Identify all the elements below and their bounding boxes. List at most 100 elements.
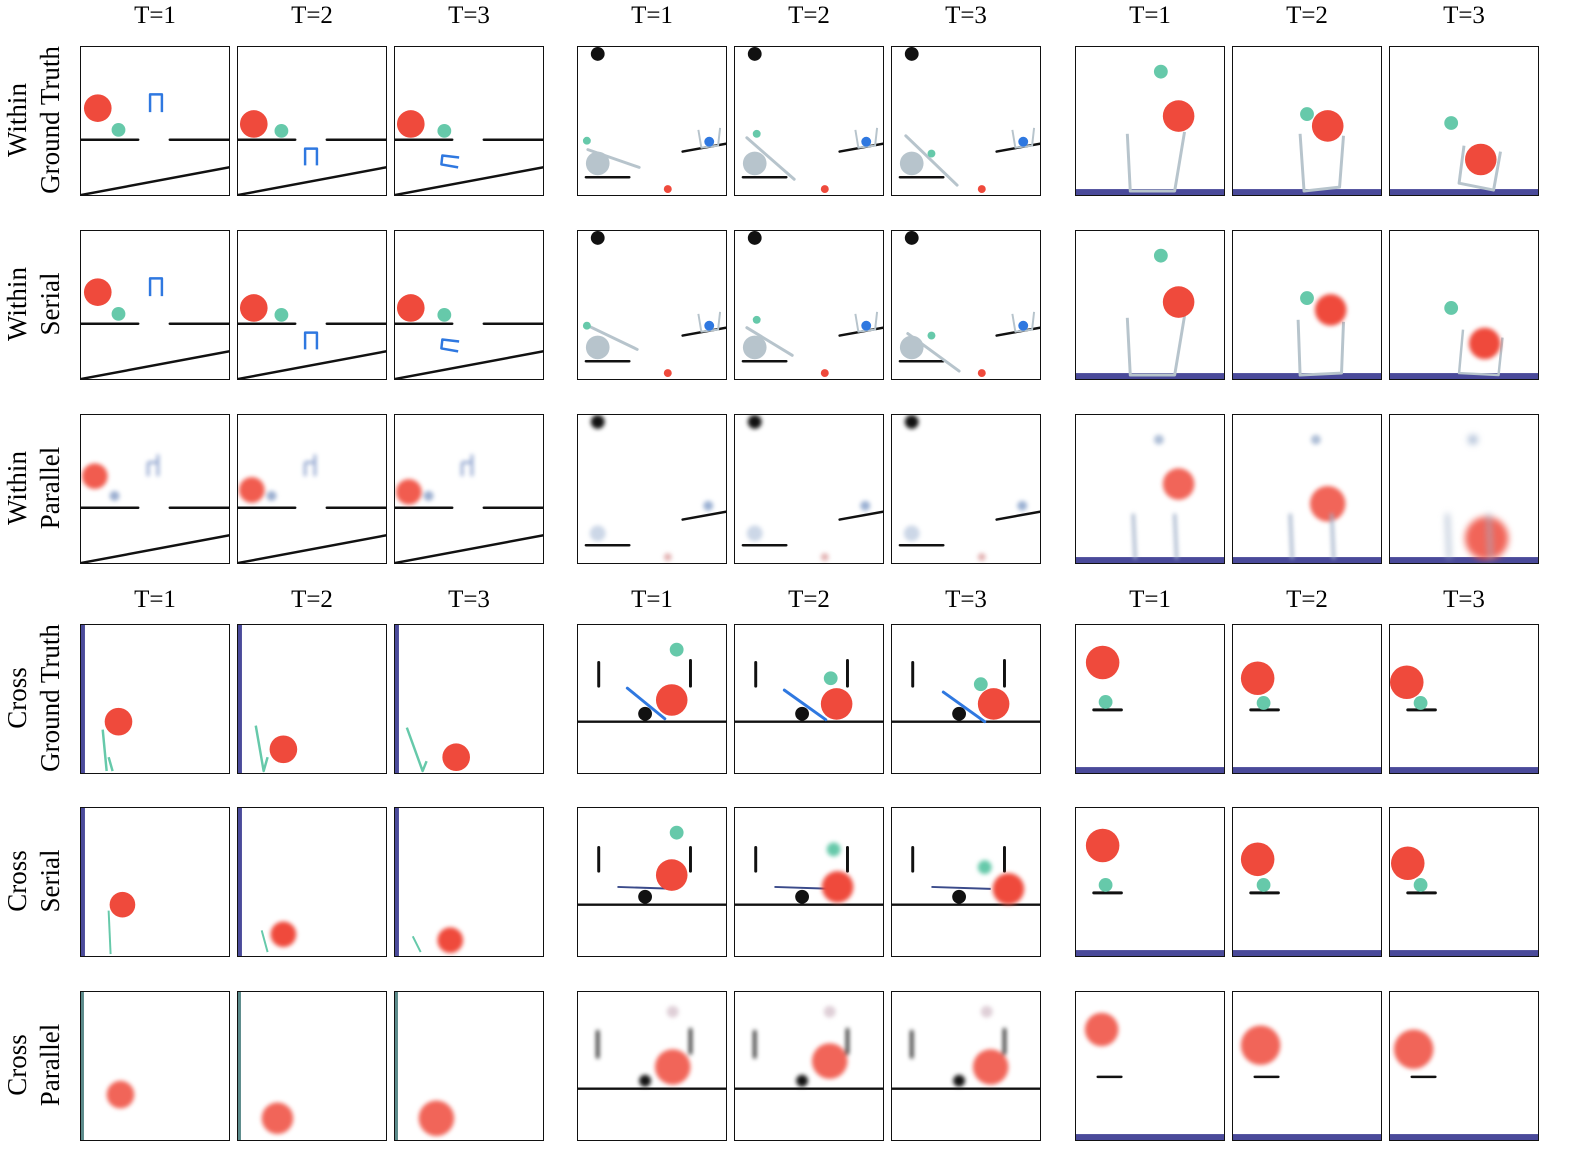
scene-drawing (81, 454, 229, 563)
simulation-frame (1075, 230, 1225, 380)
simulation-frame (1389, 991, 1539, 1141)
simulation-frame (577, 46, 727, 196)
scene-drawing (898, 47, 1040, 194)
simulation-frame (734, 230, 884, 380)
simulation-frame (394, 414, 544, 564)
scene-drawing (81, 625, 133, 773)
simulation-frame (1232, 624, 1382, 774)
timestep-label: T=3 (1443, 2, 1485, 29)
timestep-label: T=1 (1129, 586, 1171, 613)
simulation-frame (237, 807, 387, 957)
scene-drawing (584, 415, 726, 562)
scene-drawing (741, 415, 883, 562)
simulation-frame (1232, 807, 1382, 957)
scene-drawing (81, 992, 135, 1140)
scene-drawing (1076, 248, 1224, 379)
simulation-frame (577, 807, 727, 957)
scene-drawing (892, 659, 1040, 724)
row-label-line: Within (2, 451, 32, 525)
scene-drawing (741, 231, 883, 378)
simulation-frame (1075, 624, 1225, 774)
row-label-within-parallel: Within Parallel (1, 402, 81, 574)
scene-drawing (1390, 665, 1538, 773)
timestep-label: T=2 (1286, 2, 1328, 29)
simulation-frame (891, 991, 1041, 1141)
scene-drawing (81, 808, 136, 956)
simulation-frame (1389, 230, 1539, 380)
scene-drawing (238, 808, 297, 956)
simulation-frame (237, 991, 387, 1141)
simulation-frame (1075, 807, 1225, 957)
simulation-frame (80, 807, 230, 957)
simulation-frame (237, 414, 387, 564)
simulation-frame (1075, 46, 1225, 196)
simulation-frame (577, 414, 727, 564)
timestep-label: T=1 (631, 586, 673, 613)
scene-drawing (582, 47, 726, 194)
timestep-label: T=2 (788, 586, 830, 613)
scene-drawing (1390, 846, 1538, 956)
scene-drawing (238, 110, 386, 195)
simulation-frame (734, 991, 884, 1141)
simulation-frame (1389, 624, 1539, 774)
simulation-frame (80, 624, 230, 774)
row-label-line: Ground Truth (35, 46, 65, 194)
row-label-line: Cross (2, 667, 32, 729)
row-label-line: Parallel (35, 446, 65, 530)
scene-drawing (238, 625, 298, 773)
timestep-label: T=3 (448, 586, 490, 613)
scene-drawing (81, 277, 229, 379)
timestep-label: T=3 (448, 2, 490, 29)
row-label-line: Ground Truth (35, 624, 65, 772)
row-label-line: Cross (2, 850, 32, 912)
scene-drawing (898, 415, 1040, 562)
timestep-label: T=1 (134, 2, 176, 29)
scene-drawing (1076, 828, 1224, 956)
scene-drawing (1233, 661, 1381, 773)
scene-drawing (578, 642, 726, 723)
scene-drawing (1076, 1012, 1224, 1140)
simulation-frame (734, 624, 884, 774)
row-label-line: Cross (2, 1034, 32, 1096)
scene-drawing (892, 845, 1040, 906)
simulation-frame (1232, 991, 1382, 1141)
timestep-label: T=2 (788, 2, 830, 29)
scene-drawing (395, 808, 464, 956)
scene-drawing (741, 47, 883, 194)
simulation-frame (80, 414, 230, 564)
scene-drawing (1076, 434, 1224, 563)
scene-drawing (898, 231, 1040, 378)
scene-drawing (892, 1005, 1040, 1090)
scene-drawing (1076, 645, 1224, 773)
simulation-frame (394, 230, 544, 380)
row-label-within-ground-truth: Within Ground Truth (1, 34, 81, 206)
simulation-frame (1389, 807, 1539, 957)
timestep-label: T=2 (291, 2, 333, 29)
simulation-frame (891, 624, 1041, 774)
timestep-label: T=2 (291, 586, 333, 613)
timestep-label: T=3 (945, 2, 987, 29)
timestep-label: T=1 (1129, 2, 1171, 29)
simulation-frame (734, 807, 884, 957)
simulation-frame (1389, 414, 1539, 564)
scene-drawing (1233, 107, 1381, 195)
simulation-frame (237, 230, 387, 380)
simulation-frame (577, 230, 727, 380)
simulation-frame (1075, 414, 1225, 564)
scene-drawing (395, 110, 543, 195)
simulation-frame (394, 991, 544, 1141)
row-label-cross-parallel: Cross Parallel (1, 979, 81, 1151)
scene-drawing (1233, 842, 1381, 956)
scene-drawing (582, 231, 726, 378)
simulation-frame (891, 807, 1041, 957)
scene-drawing (238, 294, 386, 379)
simulation-frame (891, 414, 1041, 564)
simulation-frame (1232, 46, 1382, 196)
scene-drawing (735, 842, 883, 906)
row-label-line: Serial (35, 272, 65, 336)
simulation-frame (394, 807, 544, 957)
simulation-frame (891, 46, 1041, 196)
timestep-label: T=1 (631, 2, 673, 29)
scene-drawing (238, 454, 386, 563)
